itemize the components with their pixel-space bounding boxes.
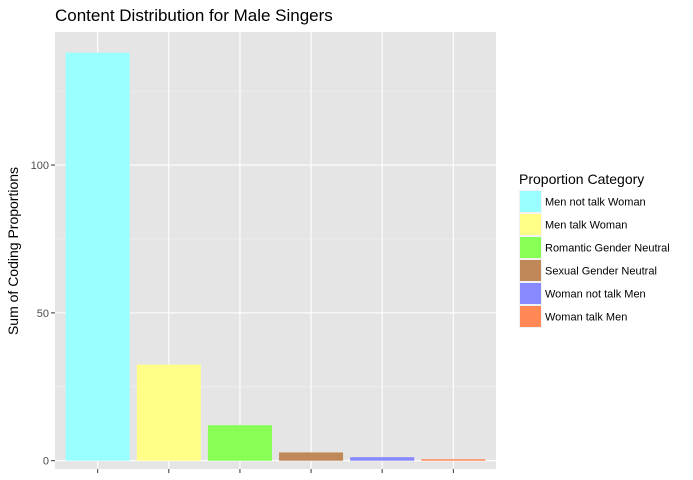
x-axis xyxy=(97,469,454,473)
bar xyxy=(279,452,344,461)
y-axis-label: Sum of Coding Proportions xyxy=(5,167,21,335)
legend-label: Men not talk Woman xyxy=(545,197,646,209)
bar xyxy=(350,457,415,461)
y-tick-label: 100 xyxy=(31,160,49,172)
y-tick-label: 50 xyxy=(37,308,49,320)
bar xyxy=(207,425,272,461)
y-axis: 0 50 100 xyxy=(31,160,55,468)
legend: Men not talk Woman Men talk Woman Romantic… xyxy=(519,190,670,328)
bars xyxy=(65,52,486,461)
legend-swatch xyxy=(520,260,541,281)
bar xyxy=(136,364,201,461)
chart-title: Content Distribution for Male Singers xyxy=(55,6,333,25)
bar xyxy=(421,459,486,461)
legend-swatch xyxy=(520,306,541,327)
legend-swatch xyxy=(520,237,541,258)
bar xyxy=(65,52,130,461)
legend-label: Sexual Gender Neutral xyxy=(545,266,657,278)
legend-swatch xyxy=(520,191,541,212)
y-tick-label: 0 xyxy=(43,456,49,468)
legend-label: Men talk Woman xyxy=(545,220,627,232)
legend-swatch xyxy=(520,283,541,304)
legend-title: Proportion Category xyxy=(519,171,644,187)
legend-swatch xyxy=(520,214,541,235)
legend-label: Romantic Gender Neutral xyxy=(545,243,670,255)
legend-label: Woman not talk Men xyxy=(545,289,646,301)
legend-label: Woman talk Men xyxy=(545,312,627,324)
